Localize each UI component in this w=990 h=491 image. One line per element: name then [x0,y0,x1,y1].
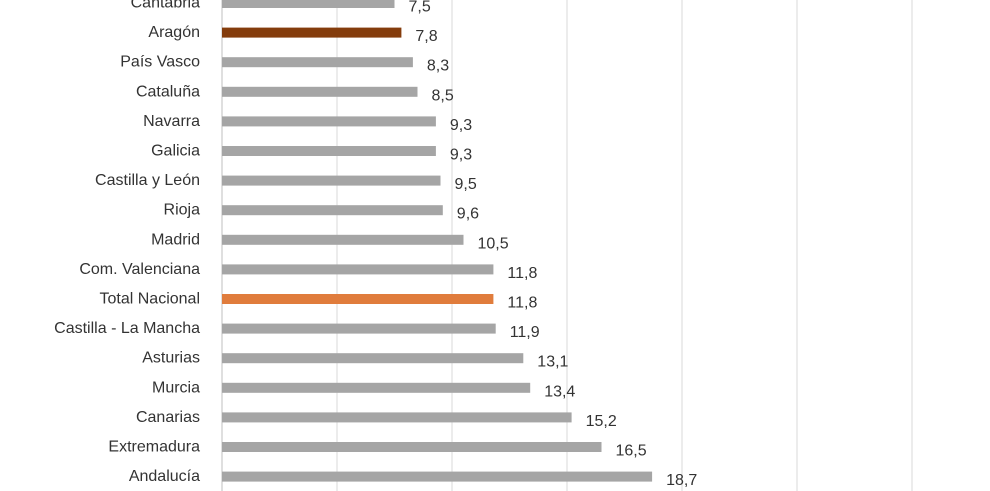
category-label-castilla-y-leon: Castilla y León [95,172,200,189]
value-label-madrid: 10,5 [478,235,509,252]
bar-cantabria [222,0,395,8]
category-label-extremadura: Extremadura [108,439,200,456]
category-label-madrid: Madrid [151,231,200,248]
value-label-navarra: 9,3 [450,117,472,134]
labels: Cantabria 7,5 Aragón 7,8 País Vasco 8,3 Catalu… [54,0,697,489]
bar-castilla-la-mancha [222,323,496,334]
value-label-castilla-la-mancha: 11,9 [510,324,540,341]
gridlines [221,0,913,491]
category-label-murcia: Murcia [152,379,200,396]
bars [222,0,653,482]
category-label-navarra: Navarra [143,113,200,130]
category-label-rioja: Rioja [164,202,201,219]
bar-pais-vasco [222,57,413,68]
bar-asturias [222,353,524,364]
value-label-cataluna: 8,5 [432,87,454,104]
category-label-com-valenciana: Com. Valenciana [79,261,200,278]
value-label-cantabria: 7,5 [409,0,431,16]
bar-extremadura [222,442,602,452]
bar-castilla-y-leon [222,175,441,186]
value-label-andalucia: 18,7 [666,472,697,489]
bar-aragon [222,27,402,38]
bar-canarias [222,412,572,423]
value-label-canarias: 15,2 [586,413,617,430]
bar-madrid [222,234,464,245]
value-label-galicia: 9,3 [450,147,472,164]
value-label-castilla-y-leon: 9,5 [455,176,477,193]
category-label-castilla-la-mancha: Castilla - La Mancha [54,320,200,337]
category-label-galicia: Galicia [151,143,200,160]
value-label-rioja: 9,6 [457,206,479,223]
category-label-cantabria: Cantabria [131,0,200,12]
value-label-aragon: 7,8 [415,28,437,45]
value-label-murcia: 13,4 [544,383,575,400]
bar-total-nacional [222,294,494,304]
value-label-asturias: 13,1 [537,354,568,371]
category-label-cataluna: Cataluña [136,83,200,100]
value-label-com-valenciana: 11,8 [507,265,537,282]
value-label-total-nacional: 11,8 [507,295,537,312]
bar-cataluna [222,86,418,97]
value-label-pais-vasco: 8,3 [427,58,449,75]
bar-rioja [222,205,443,216]
bar-com-valenciana [222,264,494,275]
bar-galicia [222,146,436,156]
bar-murcia [222,382,531,393]
category-label-canarias: Canarias [136,409,200,426]
category-label-total-nacional: Total Nacional [100,291,201,308]
value-label-extremadura: 16,5 [616,443,647,460]
category-label-andalucia: Andalucía [129,468,200,485]
category-label-asturias: Asturias [142,350,200,367]
bar-navarra [222,116,436,127]
category-label-aragon: Aragón [148,24,200,41]
category-label-pais-vasco: País Vasco [120,54,200,71]
bar-andalucia [222,471,653,482]
